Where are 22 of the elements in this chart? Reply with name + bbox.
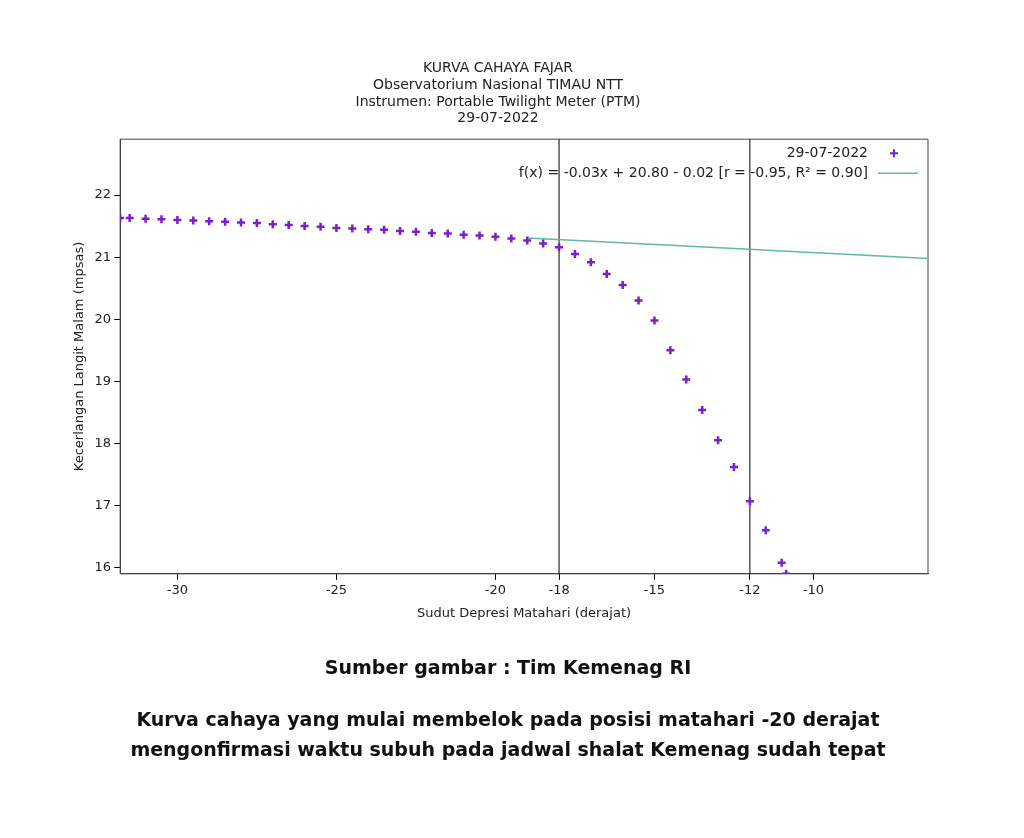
x-tick-label: -12 — [739, 581, 761, 597]
text: Sumber gambar : Tim Kemenag RI — [323, 655, 693, 680]
y-tick-label: 22 — [94, 186, 112, 202]
chart-subtitle: Observatorium Nasional TIMAU NTT Instrumen: Portable Twilight Meter (PTM) 29-07-2022 — [355, 75, 641, 126]
y-tick-label: 21 — [94, 248, 112, 264]
text: Kurva cahaya yang mulai membelok pada posisi matahari -20 derajat mengonfirmasi waktu subuh pada jadwal shalat Kemenag sudah tepat — [129, 707, 887, 762]
chart-title: KURVA CAHAYA FAJAR — [422, 59, 574, 76]
x-tick-label: -20 — [484, 581, 507, 597]
y-tick-label: 16 — [94, 558, 112, 574]
y-axis-title: Kecerlangan Langit Malam (mpsas) — [71, 241, 87, 472]
legend-label: 29-07-2022 — [786, 143, 868, 160]
x-tick-label: -15 — [643, 581, 666, 597]
x-tick-label: -30 — [166, 581, 189, 597]
x-tick-label: -25 — [325, 581, 348, 597]
x-axis-title: Sudut Depresi Matahari (derajat) — [417, 604, 632, 620]
y-tick-label: 18 — [94, 434, 112, 450]
y-tick-label: 19 — [94, 372, 112, 388]
y-tick-label: 17 — [94, 496, 112, 512]
legend-label: f(x) = -0.03x + 20.80 - 0.02 [r = -0.95, R² = 0.90] — [518, 163, 868, 180]
x-tick-label: -10 — [802, 581, 825, 597]
x-tick-label: -18 — [548, 581, 570, 597]
y-tick-label: 20 — [94, 310, 112, 326]
